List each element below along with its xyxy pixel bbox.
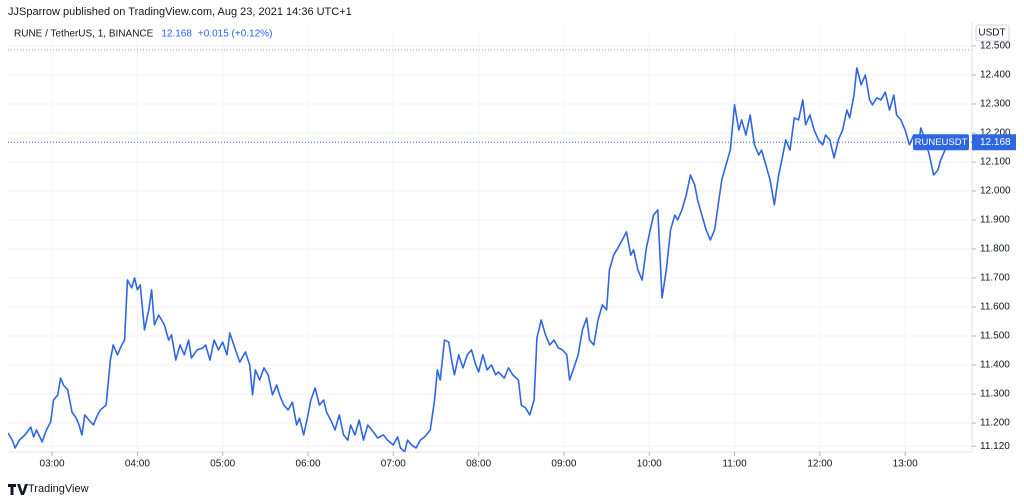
symbol-tag-box bbox=[913, 134, 969, 151]
footer-logo bbox=[8, 484, 28, 495]
y-tick-label: 12.100 bbox=[980, 157, 1011, 168]
legend-change: +0.015 (+0.12%) bbox=[198, 29, 273, 40]
y-tick-label: 11.400 bbox=[980, 360, 1010, 371]
y-tick-label: 12.000 bbox=[980, 186, 1011, 197]
x-tick-label: 07:00 bbox=[381, 459, 406, 470]
y-tick-label: 12.300 bbox=[980, 99, 1011, 110]
last-price-box bbox=[972, 134, 1016, 151]
y-tick-label: 11.900 bbox=[980, 215, 1010, 226]
y-axis-unit: USDT bbox=[978, 28, 1005, 39]
x-tick-label: 08:00 bbox=[466, 459, 491, 470]
footer: TradingView bbox=[28, 483, 89, 495]
x-tick-label: 03:00 bbox=[40, 459, 65, 470]
y-tick-label: 12.500 bbox=[980, 41, 1011, 52]
header: JJSparrow published on TradingView.com, … bbox=[8, 6, 352, 18]
y-tick-label: 11.200 bbox=[980, 418, 1010, 429]
axes: 11.120 11.200 11.300 11.400 11.500 11.600 11.7… bbox=[40, 41, 1011, 470]
y-tick-label: 12.400 bbox=[980, 70, 1011, 81]
unit-box bbox=[975, 24, 1010, 42]
x-tick-label: 09:00 bbox=[551, 459, 576, 470]
legend-price: 12.168 bbox=[161, 29, 192, 40]
price-tag: RUNEUSDT 12.168 bbox=[913, 134, 1016, 151]
x-tick-label: 12:00 bbox=[807, 459, 832, 470]
y-tick-label: 11.600 bbox=[980, 302, 1010, 313]
symbol-tag: RUNEUSDT bbox=[915, 137, 968, 148]
x-tick-label: 05:00 bbox=[210, 459, 235, 470]
x-tick-label: 13:00 bbox=[893, 459, 918, 470]
y-tick-label: 11.500 bbox=[980, 331, 1010, 342]
x-tick-label: 04:00 bbox=[125, 459, 150, 470]
x-tick-label: 11:00 bbox=[722, 459, 747, 470]
price-line bbox=[8, 67, 954, 452]
y-tick-label: 11.120 bbox=[980, 441, 1010, 452]
last-price-label: 12.168 bbox=[980, 137, 1011, 148]
plot bbox=[8, 67, 954, 452]
x-tick-label: 10:00 bbox=[637, 459, 662, 470]
legend-symbol: RUNE / TetherUS, 1, BINANCE bbox=[14, 29, 154, 40]
x-tick-label: 06:00 bbox=[295, 459, 320, 470]
legend: RUNE / TetherUS, 1, BINANCE 12.168 +0.01… bbox=[14, 29, 272, 40]
y-tick-label: 11.300 bbox=[980, 389, 1010, 400]
grid bbox=[8, 30, 972, 452]
y-tick-label: 11.800 bbox=[980, 244, 1010, 255]
y-tick-label: 11.700 bbox=[980, 273, 1010, 284]
y-tick-label: 12.200 bbox=[980, 128, 1011, 139]
